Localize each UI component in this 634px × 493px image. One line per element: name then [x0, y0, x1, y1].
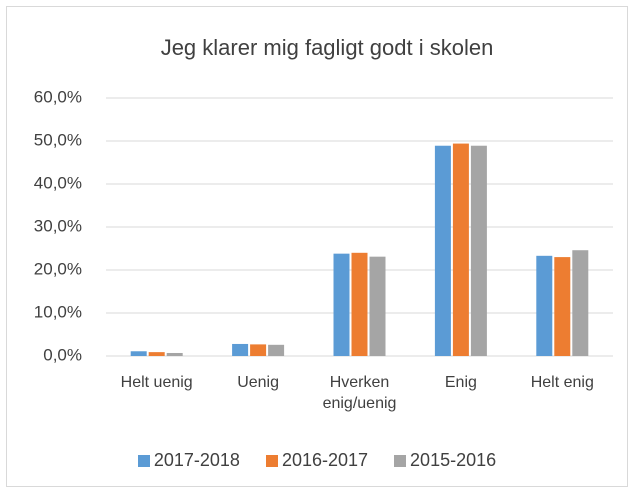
bar: [166, 352, 183, 356]
y-tick-label: 20,0%: [34, 259, 82, 278]
bar: [572, 250, 589, 356]
bar: [452, 143, 469, 356]
legend-item: 2015-2016: [394, 450, 496, 471]
y-tick-label: 30,0%: [34, 216, 82, 235]
chart-border: [6, 6, 628, 487]
chart-title: Jeg klarer mig fagligt godt i skolen: [161, 35, 494, 60]
legend-label: 2017-2018: [153, 450, 240, 470]
bar: [351, 252, 368, 356]
legend-label: 2015-2016: [410, 450, 497, 470]
y-tick-label: 50,0%: [34, 130, 82, 149]
bar: [554, 257, 571, 356]
legend-swatch: [265, 454, 278, 467]
x-tick-label: Uenig: [237, 374, 279, 391]
x-tick-label: Hverken enig/uenig: [322, 374, 397, 412]
x-tick-label: Helt uenig: [120, 374, 193, 391]
bar: [470, 145, 487, 356]
legend-swatch: [394, 454, 407, 467]
legend-swatch: [137, 454, 150, 467]
bar: [232, 343, 249, 356]
bar: [130, 351, 147, 356]
bar: [148, 352, 165, 356]
bar: [268, 344, 285, 356]
y-tick-label: 0,0%: [43, 345, 82, 364]
legend-item: 2016-2017: [265, 450, 369, 471]
x-tick-label: Enig: [444, 374, 477, 391]
y-tick-label: 60,0%: [34, 87, 82, 106]
bar: [369, 256, 386, 356]
legend-item: 2017-2018: [137, 450, 240, 471]
bar: [434, 145, 451, 356]
x-tick-label: Helt enig: [530, 374, 594, 391]
y-tick-label: 10,0%: [34, 302, 82, 321]
bar: [536, 255, 553, 356]
bar: [250, 344, 267, 356]
bar: [333, 253, 350, 356]
y-tick-label: 40,0%: [34, 173, 82, 192]
legend: 2017-2018 2016-2017 2015-2016: [0, 450, 634, 471]
legend-label: 2016-2017: [281, 450, 369, 470]
